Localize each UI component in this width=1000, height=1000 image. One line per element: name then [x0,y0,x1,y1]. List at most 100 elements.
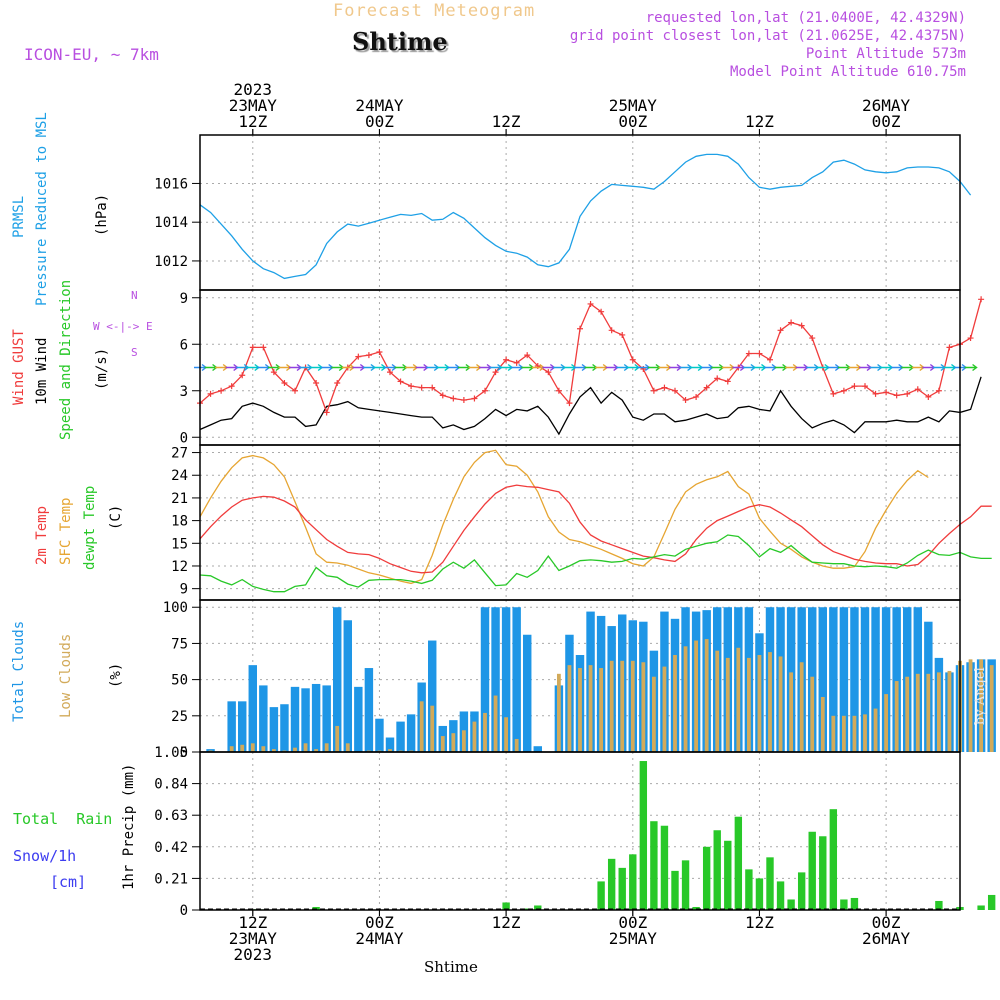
wind-unit-label: (m/s) [94,348,110,390]
wind-direction-arrow [289,363,303,372]
low-cloud-bar [905,676,910,752]
temp-2m-line [199,484,992,574]
gust-line-point [450,395,457,402]
gust-line-point [471,395,478,402]
time-label: 2023 [234,80,273,99]
wind-direction-arrow [394,363,408,372]
precip-bar [745,869,753,910]
footer-location: Shtime [424,958,478,976]
low-cloud-bar [841,715,846,752]
precip-bar [850,897,859,910]
gust-line-point [376,349,383,355]
low-cloud-bar [240,744,245,752]
wind-direction-arrow [257,363,271,372]
wind-speed-dir-label: Speed and Direction [58,280,74,440]
total-cloud-bar [385,737,395,752]
y-tick-label: 9 [180,582,188,598]
time-label: 00Z [365,112,394,131]
wind-direction-arrow [574,363,588,372]
y-tick-label: 0.21 [154,871,188,887]
gust-line-point [798,322,805,329]
snow-unit-label: [cm] [50,873,86,891]
meteogram-subtitle: Forecast Meteogram [333,1,536,21]
precip-bar [692,906,700,910]
wind-direction-arrow [479,363,493,372]
gust-line-point [524,352,531,359]
low-cloud-bar [293,747,297,752]
compass-south: S [131,346,138,359]
total-clouds-label: Total Clouds [11,621,27,722]
precip-bar [819,836,827,910]
wind-direction-arrow [848,363,862,372]
wind-direction-arrow [426,363,440,372]
pressure-name-label: PRMSL [11,196,27,238]
panel-frames [199,134,961,911]
temp-sfc-label: SFC Temp [58,498,74,565]
low-cloud-bar [746,657,751,752]
low-cloud-bar [810,676,815,752]
low-cloud-bar [863,714,867,752]
gust-line-point [492,369,499,376]
snow-label: Snow/1h [13,847,76,865]
gust-line-point [239,372,246,379]
wind-direction-arrow [605,363,619,372]
wind-direction-arrow [468,363,482,372]
low-cloud-bar [493,695,498,752]
pressure-unit-label: (hPa) [94,194,110,236]
wind-direction-arrow [837,363,852,372]
model-label: ICON-EU, ~ 7km [24,45,159,64]
low-cloud-bar [852,715,857,752]
wind-direction-arrow [964,363,978,372]
wind-direction-arrow [679,363,693,372]
time-label: 12Z [745,913,774,932]
low-cloud-bar [314,749,319,752]
wind-direction-arrow [711,363,725,372]
total-cloud-bar [480,607,490,752]
precip-bar [977,905,985,910]
gust-line-point [334,380,341,386]
model-point-altitude: Model Point Altitude 610.75m [729,64,966,80]
wind-direction-arrow [932,363,947,372]
gust-line-point [756,350,763,357]
time-label: 12Z [238,112,267,131]
wind-direction-arrow [204,363,218,372]
low-clouds-label: Low Clouds [58,634,74,718]
wind-direction-arrow [721,363,735,372]
gust-line-point [281,380,288,386]
wind-direction-arrow [742,363,757,372]
wind-direction-arrow [331,363,345,372]
gust-line-point [418,384,425,391]
y-tick-label: 1016 [154,176,188,192]
low-cloud-bar [915,673,920,752]
gust-line-point [777,327,784,334]
wind-direction-arrow [225,363,239,372]
total-cloud-bar [238,701,247,752]
precip-bar [987,894,996,910]
total-cloud-bar [881,607,891,752]
total-cloud-bar [227,701,236,752]
low-cloud-bar [388,749,392,752]
low-cloud-bar [968,659,973,752]
precip-bar [787,899,795,910]
temp-2m-label: 2m Temp [34,506,50,565]
low-cloud-bar [335,725,340,752]
y-tick-label: 0.42 [154,840,188,856]
wind-direction-arrow [901,363,915,372]
gust-line-point [629,356,636,363]
wind-direction-arrow [700,363,714,372]
y-tick-label: 50 [171,673,188,689]
pressure-line [199,153,972,280]
wind-direction-arrow [890,363,904,372]
precip-bar [639,761,648,910]
y-tick-label: 18 [171,514,188,530]
total-cloud-bar [364,668,374,752]
total-cloud-bar [829,607,838,752]
y-tick-label: 0 [180,745,188,761]
gust-line-point [745,350,752,357]
gust-line-point [365,352,372,359]
total-cloud-bar [512,607,521,752]
total-cloud-bar [333,607,342,752]
wind-direction-arrow [362,363,377,372]
